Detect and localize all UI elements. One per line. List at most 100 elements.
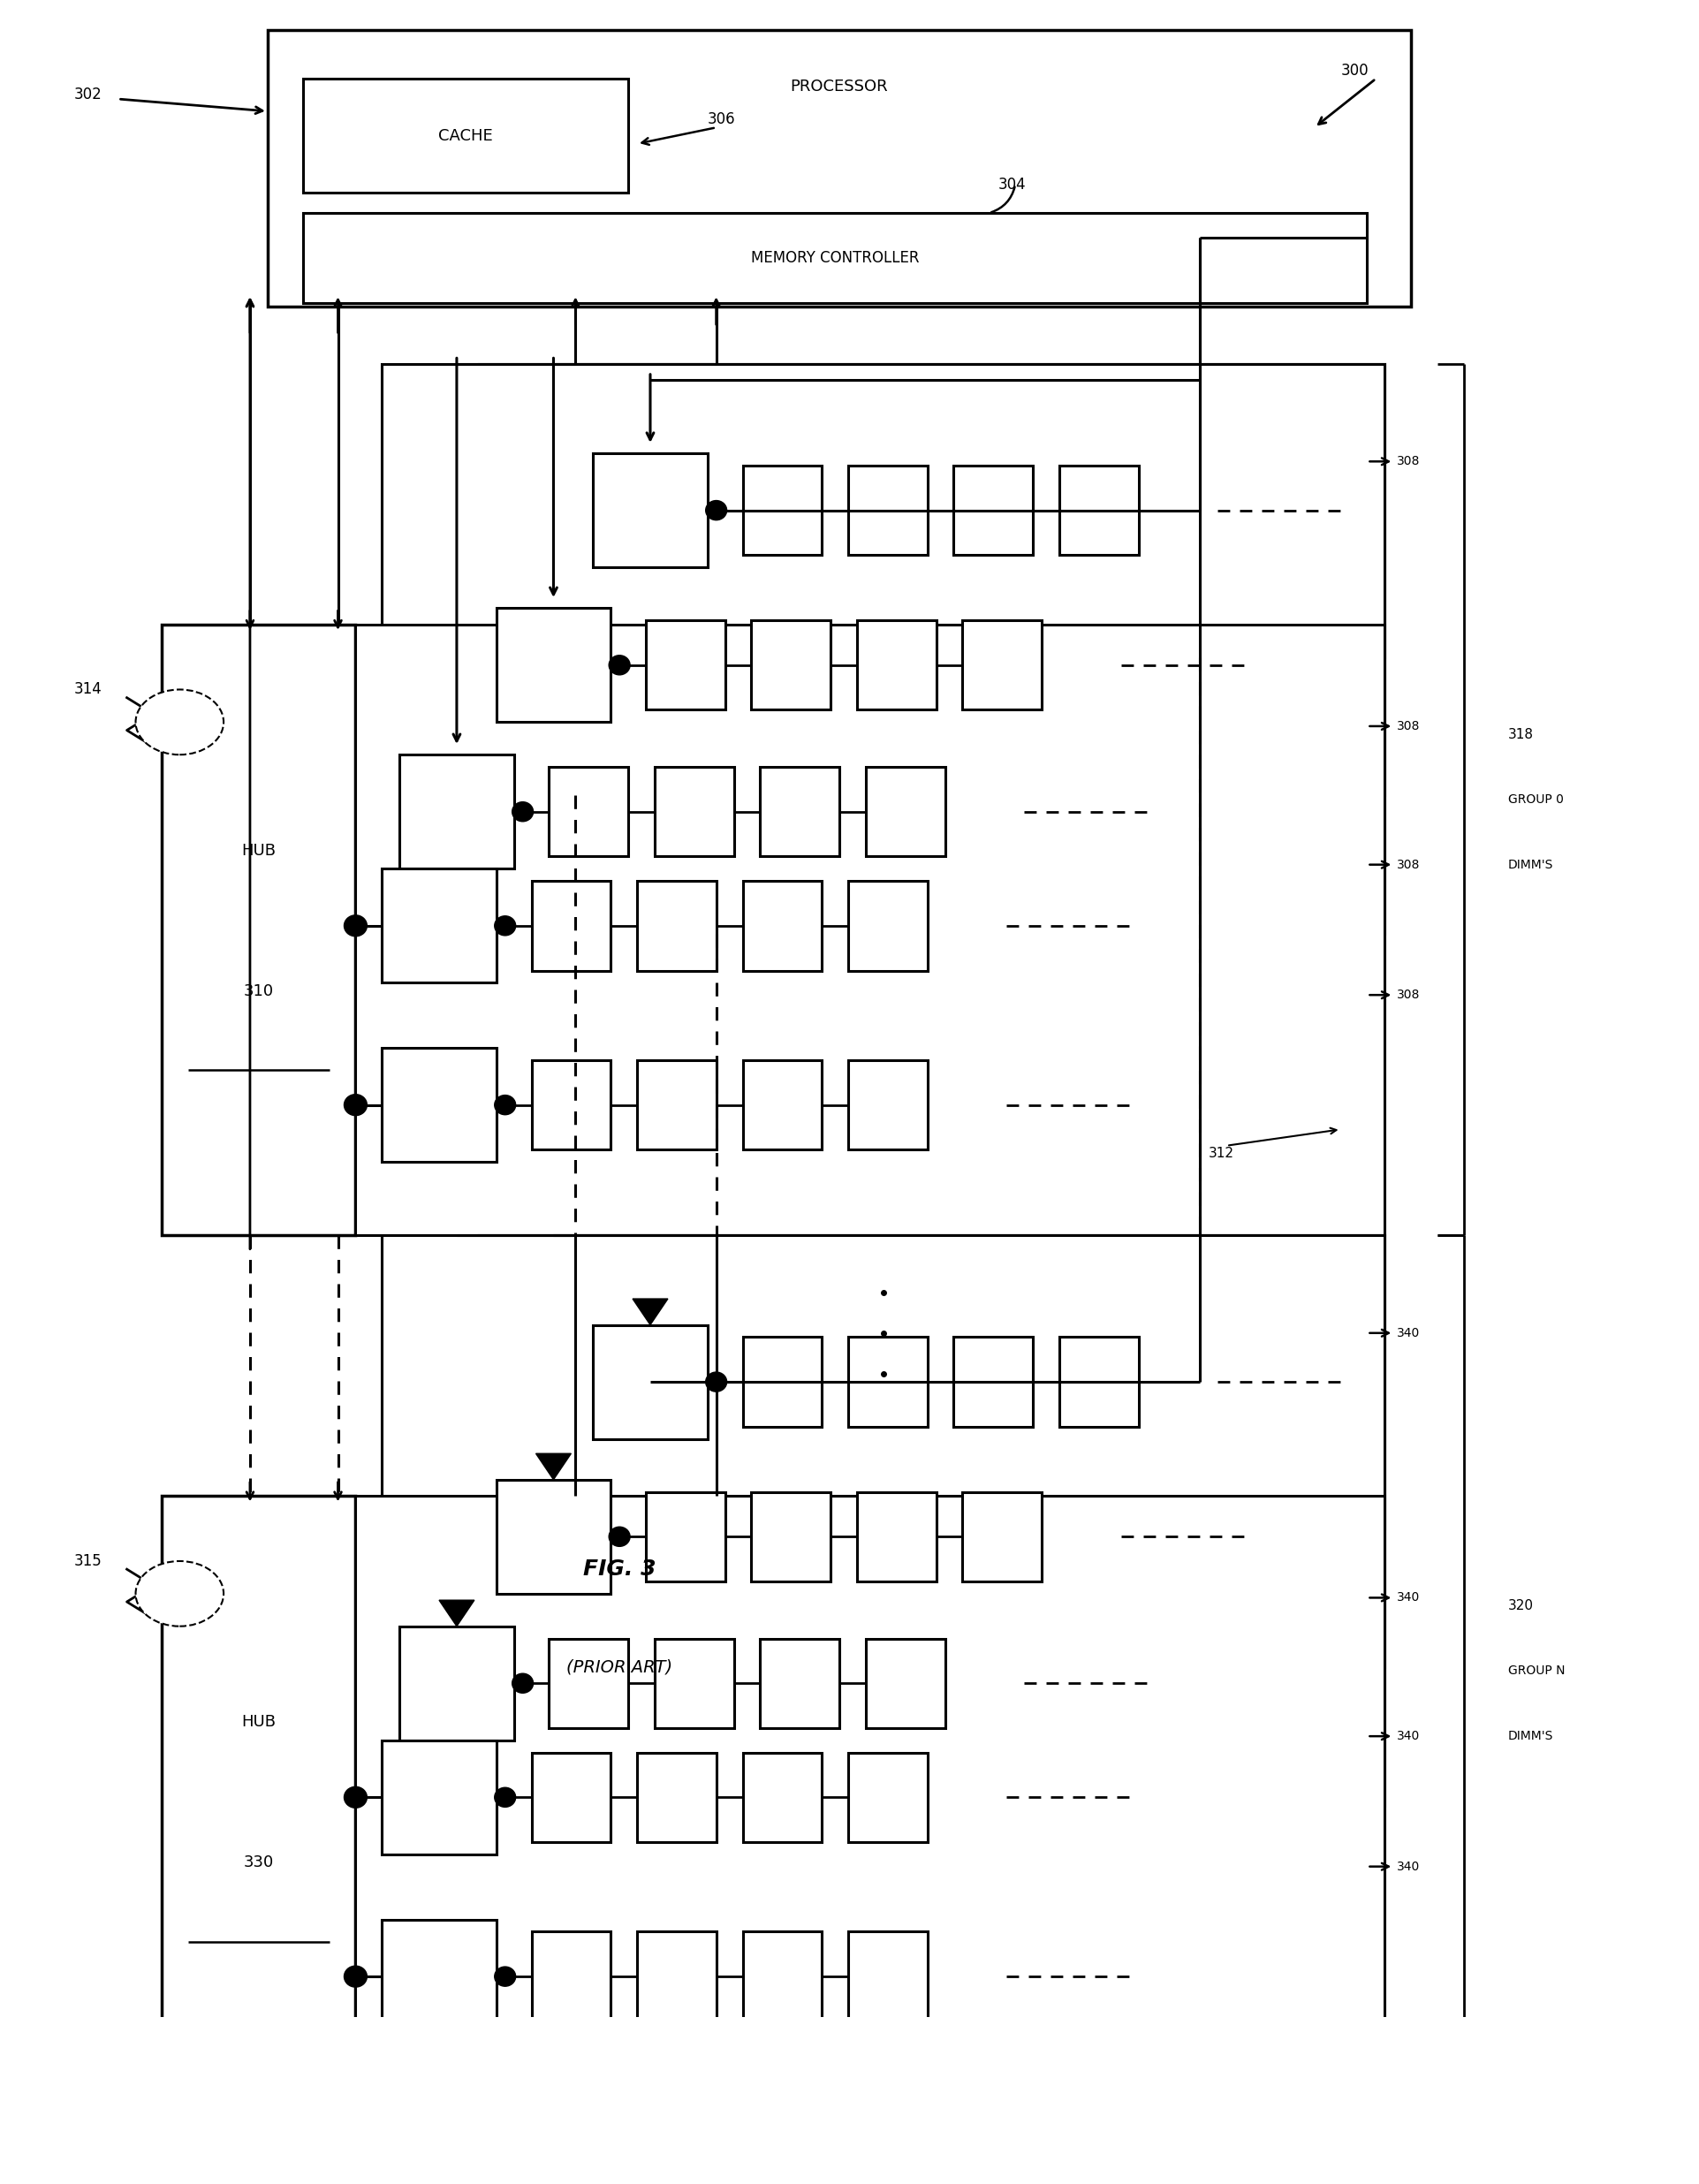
Text: DIMM'S: DIMM'S bbox=[1509, 858, 1553, 871]
Bar bbox=[479, 365, 1385, 795]
Text: 340: 340 bbox=[1397, 1592, 1420, 1603]
Text: MEMORY CONTROLLER: MEMORY CONTROLLER bbox=[751, 249, 919, 266]
Circle shape bbox=[494, 1094, 516, 1114]
Circle shape bbox=[345, 1966, 367, 1987]
Text: 340: 340 bbox=[1397, 1861, 1420, 1872]
Bar bbox=[355, 625, 1385, 1236]
Bar bbox=[161, 1496, 355, 2108]
Bar bbox=[848, 880, 928, 970]
Text: DIMM'S: DIMM'S bbox=[1509, 1730, 1553, 1743]
Text: 308: 308 bbox=[1397, 721, 1420, 732]
Bar bbox=[532, 880, 610, 970]
Bar bbox=[856, 620, 936, 710]
Text: 308: 308 bbox=[1397, 989, 1420, 1000]
Bar bbox=[759, 1638, 839, 1728]
Text: FIG. 3: FIG. 3 bbox=[583, 1559, 656, 1579]
Circle shape bbox=[705, 500, 727, 520]
Bar bbox=[399, 1627, 513, 1741]
Bar bbox=[637, 1752, 717, 1841]
Bar bbox=[637, 1931, 717, 2022]
Text: 300: 300 bbox=[1341, 63, 1369, 79]
Circle shape bbox=[511, 1673, 533, 1693]
Text: 330: 330 bbox=[243, 1854, 274, 1870]
Bar bbox=[399, 756, 513, 869]
Bar bbox=[1058, 1337, 1138, 1426]
Bar bbox=[576, 1236, 1385, 1529]
Text: 318: 318 bbox=[1509, 727, 1534, 740]
Bar bbox=[382, 1236, 1385, 1806]
Bar bbox=[479, 1236, 1385, 1666]
Bar bbox=[1058, 465, 1138, 555]
Bar bbox=[593, 1326, 707, 1439]
Bar bbox=[161, 625, 355, 1236]
Polygon shape bbox=[632, 1299, 668, 1326]
Text: 340: 340 bbox=[1397, 1328, 1420, 1339]
Circle shape bbox=[494, 1787, 516, 1806]
Text: 315: 315 bbox=[75, 1553, 102, 1568]
Bar bbox=[496, 1479, 610, 1594]
Polygon shape bbox=[438, 1601, 474, 1627]
Text: HUB: HUB bbox=[241, 843, 275, 858]
Bar bbox=[759, 767, 839, 856]
Bar bbox=[593, 454, 707, 568]
Bar bbox=[267, 31, 1412, 306]
Bar bbox=[848, 1752, 928, 1841]
Bar bbox=[751, 1492, 831, 1581]
Bar bbox=[963, 620, 1041, 710]
Bar bbox=[866, 767, 945, 856]
Bar bbox=[751, 620, 831, 710]
Text: 314: 314 bbox=[75, 681, 102, 697]
Bar bbox=[302, 79, 629, 192]
Bar bbox=[302, 214, 1368, 304]
Text: GROUP N: GROUP N bbox=[1509, 1664, 1565, 1677]
Text: CACHE: CACHE bbox=[438, 127, 493, 144]
Circle shape bbox=[345, 1787, 367, 1808]
Bar bbox=[382, 365, 1385, 935]
Bar bbox=[742, 1931, 822, 2022]
Bar bbox=[848, 1931, 928, 2022]
Bar bbox=[963, 1492, 1041, 1581]
Circle shape bbox=[608, 655, 630, 675]
Circle shape bbox=[705, 1372, 727, 1391]
Bar bbox=[848, 465, 928, 555]
Circle shape bbox=[511, 802, 533, 821]
Bar bbox=[848, 1059, 928, 1149]
Bar bbox=[496, 607, 610, 723]
Bar bbox=[382, 1920, 496, 2033]
Bar bbox=[637, 1059, 717, 1149]
Bar bbox=[742, 880, 822, 970]
Bar bbox=[576, 365, 1385, 657]
Circle shape bbox=[608, 1527, 630, 1546]
Bar bbox=[646, 620, 725, 710]
Bar bbox=[742, 1752, 822, 1841]
Bar bbox=[549, 1638, 629, 1728]
Bar bbox=[382, 1741, 496, 1854]
Polygon shape bbox=[535, 1455, 571, 1479]
Text: 310: 310 bbox=[243, 983, 274, 998]
Bar bbox=[355, 1496, 1385, 2108]
Bar bbox=[532, 1931, 610, 2022]
Text: 312: 312 bbox=[1210, 1147, 1235, 1160]
Bar bbox=[742, 465, 822, 555]
Circle shape bbox=[345, 1094, 367, 1116]
Bar bbox=[382, 869, 496, 983]
Bar bbox=[532, 1752, 610, 1841]
Text: 306: 306 bbox=[707, 111, 736, 127]
Text: HUB: HUB bbox=[241, 1714, 275, 1730]
Text: (PRIOR ART): (PRIOR ART) bbox=[566, 1658, 673, 1675]
Ellipse shape bbox=[136, 1562, 224, 1627]
Bar bbox=[742, 1059, 822, 1149]
Bar bbox=[654, 767, 734, 856]
Bar bbox=[953, 465, 1033, 555]
Text: 308: 308 bbox=[1397, 454, 1420, 467]
Bar bbox=[866, 1638, 945, 1728]
Bar bbox=[646, 1492, 725, 1581]
Ellipse shape bbox=[136, 690, 224, 756]
Bar bbox=[549, 767, 629, 856]
Bar bbox=[742, 1337, 822, 1426]
Text: GROUP 0: GROUP 0 bbox=[1509, 793, 1563, 806]
Circle shape bbox=[494, 1968, 516, 1985]
Text: 320: 320 bbox=[1509, 1599, 1534, 1612]
Text: 302: 302 bbox=[75, 87, 102, 103]
Circle shape bbox=[345, 915, 367, 937]
